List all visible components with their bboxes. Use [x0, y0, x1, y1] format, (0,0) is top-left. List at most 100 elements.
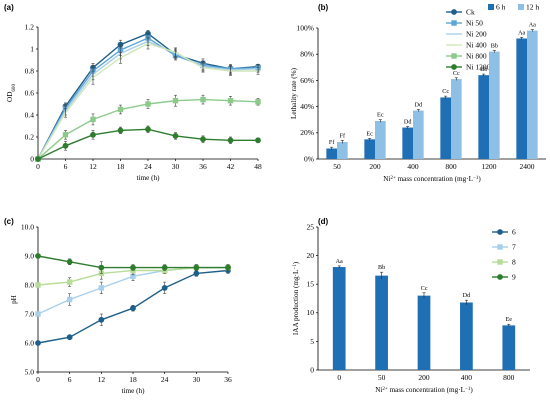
bar	[527, 30, 538, 160]
legend-label: Ni 400	[466, 41, 487, 50]
series-1: Ff Ec Dd Cc Bb Aa	[337, 22, 538, 160]
panel-label: (a)	[4, 3, 14, 12]
data-label: Aa	[529, 22, 536, 29]
series-5	[35, 125, 261, 162]
bar	[417, 295, 431, 370]
data-point	[117, 106, 124, 113]
data-point	[35, 253, 41, 259]
data-point	[35, 340, 41, 346]
data-point	[193, 270, 200, 277]
x-tick-label: 200	[369, 162, 381, 171]
series-3	[36, 37, 260, 161]
x-tick-label: 42	[227, 162, 235, 171]
data-label: Dd	[415, 101, 423, 108]
x-tick-label: 48	[254, 162, 262, 171]
legend: 6 7 8 9	[492, 228, 516, 282]
y-tick-label: 9.0	[25, 251, 35, 260]
data-point	[66, 334, 73, 341]
data-label: Ee	[506, 316, 513, 323]
data-point	[66, 296, 73, 303]
bar	[364, 139, 375, 159]
bar	[375, 121, 386, 159]
legend-label: Ni 800	[466, 52, 487, 61]
bar	[326, 148, 337, 159]
x-tick-label: 12	[89, 162, 97, 171]
legend-swatch	[488, 4, 494, 10]
data-label: Cc	[421, 285, 428, 292]
y-tick-label: 10	[307, 308, 315, 317]
data-point	[90, 116, 96, 123]
legend-label: 6	[512, 228, 516, 237]
y-tick-label: 0	[30, 154, 34, 163]
legend-label: 12 h	[526, 3, 539, 12]
y-tick-label: 5.0	[25, 367, 35, 376]
legend-label: 8	[512, 258, 516, 267]
legend-marker	[497, 229, 503, 235]
bar	[516, 38, 527, 160]
data-point	[35, 156, 41, 162]
data-point	[130, 305, 136, 312]
series-line	[37, 128, 258, 160]
data-point	[161, 285, 168, 291]
data-point	[98, 264, 105, 271]
bar	[451, 79, 462, 159]
legend-label: Ni 200	[466, 30, 487, 39]
series-2	[36, 36, 260, 161]
data-point	[62, 132, 69, 138]
legend-label: 9	[512, 273, 516, 282]
legend: 6 h 12 h	[488, 3, 539, 12]
bar	[413, 110, 424, 159]
y-tick-label: 8.0	[25, 280, 35, 289]
data-label: Bb	[491, 43, 498, 50]
legend-marker	[497, 259, 503, 265]
series-0	[35, 267, 231, 346]
x-tick-label: 36	[199, 162, 207, 171]
chart-a: (a) 0 0.2 0.4 0.6 0.8 1 1.2 0 6 12 18 24 30 36 42 48 time…	[4, 3, 491, 182]
y-tick-label: 40%	[300, 102, 314, 111]
y-axis-title: pH	[10, 295, 18, 304]
series-3	[35, 253, 231, 274]
data-point	[200, 96, 206, 103]
y-tick-label: 20	[307, 251, 315, 260]
x-tick-label: 0	[337, 373, 341, 382]
legend-marker	[497, 274, 503, 280]
bar	[478, 75, 489, 159]
x-tick-label: 0	[36, 375, 40, 384]
x-tick-label: 50	[378, 373, 386, 382]
y-tick-label: 0.6	[25, 88, 35, 97]
data-point	[172, 133, 179, 139]
data-point	[98, 316, 105, 323]
chart-b: (b) 0% 20% 40% 60% 80% 100% 50 200 400 800 1200 2400…	[290, 3, 546, 184]
legend-label: 7	[512, 243, 516, 252]
x-tick-label: 24	[161, 375, 169, 384]
x-tick-label: 400	[461, 373, 473, 382]
chart-c: (c) 5.0 6.0 7.0 8.0 9.0 10.0 0 6 12 18 24 30 36 time (…	[4, 217, 516, 395]
x-tick-label: 200	[418, 373, 430, 382]
data-point	[227, 98, 234, 104]
data-label: Aa	[518, 29, 525, 36]
x-axis-title: Ni2+ mass concentration (mg·L−1)	[383, 175, 481, 184]
data-point	[225, 264, 231, 271]
x-tick-label: 0	[36, 162, 40, 171]
x-tick-label: 18	[117, 162, 125, 171]
legend-label: Ni 50	[466, 19, 483, 28]
data-label: Dd	[463, 292, 471, 299]
x-tick-label: 12	[98, 375, 106, 384]
data-point	[145, 126, 151, 133]
data-label: Cc	[442, 88, 449, 95]
series-0: Ff Ec Dd Cc Bb Aa	[326, 29, 527, 160]
bar	[489, 51, 500, 159]
y-tick-label: 80%	[300, 50, 314, 59]
bar	[375, 275, 388, 370]
data-point	[227, 137, 234, 144]
y-tick-label: 60%	[300, 76, 314, 85]
data-point	[62, 142, 69, 149]
data-label: Ff	[340, 132, 346, 139]
data-point	[255, 137, 261, 144]
x-tick-label: 18	[129, 375, 137, 384]
x-tick-label: 800	[503, 373, 515, 382]
y-tick-label: 1.2	[25, 22, 35, 31]
y-axis-title: Lethality rate (%)	[290, 67, 298, 119]
data-label: Ff	[329, 139, 335, 146]
